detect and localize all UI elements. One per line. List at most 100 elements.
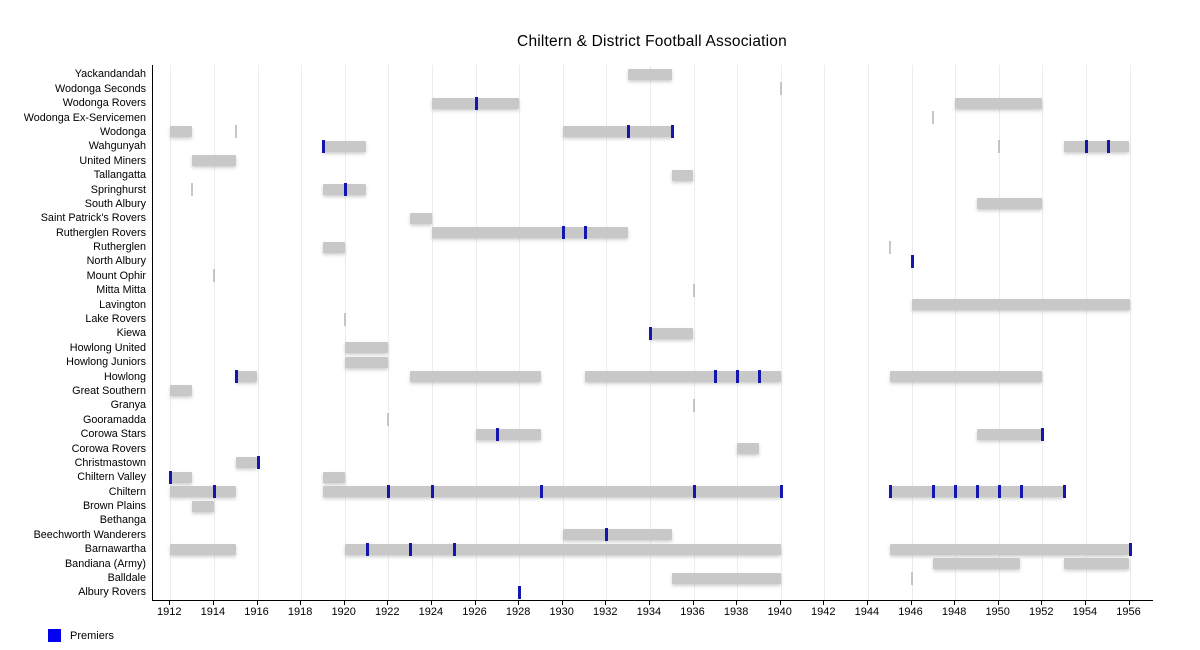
activity-bar (235, 371, 258, 383)
activity-bar (628, 68, 672, 80)
club-label: Beechworth Wanderers (33, 528, 146, 541)
premiers-tick (1128, 542, 1132, 556)
gridline (431, 65, 433, 600)
x-axis-tick (430, 600, 432, 605)
club-label: Lake Rovers (85, 313, 146, 326)
x-axis-label: 1954 (1072, 606, 1098, 618)
gridline (911, 65, 913, 600)
club-label: Wahgunyah (88, 140, 146, 153)
x-axis-label: 1952 (1029, 606, 1054, 618)
activity-bar (737, 443, 759, 455)
gridline (693, 65, 695, 600)
gridline (955, 65, 957, 600)
club-label: Albury Rovers (78, 586, 146, 599)
x-axis-label: 1932 (593, 606, 618, 618)
club-label: Wodonga Rovers (62, 97, 146, 110)
activity-bar (976, 198, 1043, 210)
club-label: Yackandandah (74, 68, 146, 81)
activity-bar (431, 227, 629, 239)
club-label: Gooramadda (82, 413, 146, 426)
activity-bar (322, 486, 781, 498)
club-label: Great Southern (72, 384, 146, 397)
x-axis-tick (1041, 600, 1043, 605)
club-label: South Albury (84, 197, 146, 210)
premiers-tick (932, 485, 936, 499)
activity-bar (889, 543, 1130, 555)
x-axis-tick (343, 600, 345, 605)
premiers-tick (387, 485, 391, 499)
activity-bar (955, 97, 1043, 109)
premiers-tick (757, 370, 761, 384)
activity-bar (671, 169, 694, 181)
gridline (1042, 65, 1044, 600)
premiers-tick (234, 370, 238, 384)
club-label: Rutherglen (93, 241, 146, 254)
gridline (606, 65, 608, 600)
x-axis-label: 1946 (898, 606, 923, 618)
activity-bar (889, 371, 1043, 383)
premiers-tick (321, 139, 325, 153)
club-label: Lavington (99, 298, 146, 311)
x-axis-label: 1914 (200, 606, 226, 618)
premiers-tick (1084, 139, 1088, 153)
activity-mark (387, 413, 390, 427)
x-axis-tick (910, 600, 912, 605)
chart-title: Chiltern & District Football Association (517, 33, 787, 50)
activity-bar (410, 212, 432, 224)
club-label: Christmastown (74, 456, 146, 469)
activity-mark (191, 183, 194, 197)
x-axis-label: 1926 (462, 606, 487, 618)
premiers-tick (496, 427, 500, 441)
premiers-tick (910, 254, 914, 268)
club-label: Wodonga Ex-Servicemen (23, 111, 146, 124)
x-axis-label: 1920 (331, 606, 356, 618)
gridline (824, 65, 826, 600)
x-axis-label: 1944 (854, 606, 880, 618)
gridline (562, 65, 564, 600)
premiers-tick (779, 485, 783, 499)
x-axis-tick (605, 600, 607, 605)
activity-bar (344, 356, 389, 368)
activity-bar (562, 529, 672, 541)
gridline (475, 65, 477, 600)
premiers-tick (692, 485, 696, 499)
premiers-tick (975, 485, 979, 499)
premiers-tick (365, 542, 369, 556)
x-axis-label: 1918 (287, 606, 313, 618)
gridline (519, 65, 521, 600)
x-axis-tick (736, 600, 738, 605)
premiers-tick (539, 485, 543, 499)
activity-bar (1064, 140, 1130, 152)
activity-bar (322, 140, 367, 152)
x-axis-tick (256, 600, 258, 605)
premiers-tick (627, 125, 631, 139)
premiers-tick (670, 125, 674, 139)
premiers-tick (1041, 427, 1045, 441)
activity-bar (192, 155, 236, 167)
activity-bar (562, 126, 672, 138)
club-label: Saint Patrick's Rovers (40, 212, 146, 225)
gridline (301, 65, 303, 600)
x-axis-tick (779, 600, 781, 605)
x-axis-tick (1128, 600, 1130, 605)
club-label: Tallangatta (93, 169, 146, 182)
x-axis-tick (169, 600, 171, 605)
x-axis-label: 1938 (723, 606, 749, 618)
premiers-tick (430, 485, 434, 499)
activity-mark (932, 111, 935, 125)
club-label: Mount Ophir (86, 269, 146, 282)
x-axis-label: 1928 (505, 606, 531, 618)
x-axis-label: 1912 (157, 606, 182, 618)
gridline (867, 65, 869, 600)
x-axis-tick (997, 600, 999, 605)
x-axis-label: 1936 (680, 606, 705, 618)
gridline (344, 65, 346, 600)
x-axis-label: 1940 (767, 606, 792, 618)
activity-bar (976, 428, 1043, 440)
x-axis-label: 1916 (244, 606, 269, 618)
club-label: Mitta Mitta (96, 284, 146, 297)
x-axis-tick (212, 600, 214, 605)
premiers-legend-label: Premiers (70, 630, 115, 642)
activity-bar (170, 385, 193, 397)
club-label: Howlong United (69, 341, 146, 354)
